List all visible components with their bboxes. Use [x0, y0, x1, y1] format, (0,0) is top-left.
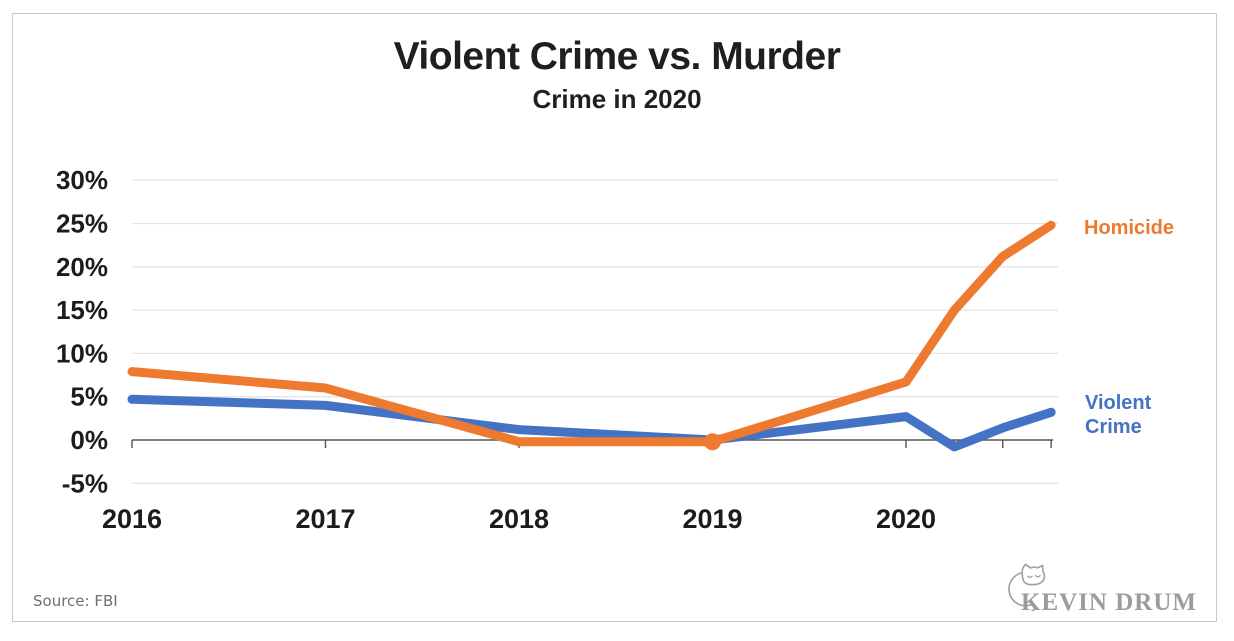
source-note: Source: FBI	[33, 592, 118, 610]
x-tick-label: 2019	[682, 504, 742, 534]
data-series	[127, 220, 1056, 452]
chart-frame	[12, 13, 1217, 622]
y-tick-label: 5%	[70, 382, 108, 412]
x-tick-label: 2016	[102, 504, 162, 534]
x-axis-labels: 2016 2017 2018 2019 2020	[102, 504, 936, 534]
gridlines	[132, 179, 1058, 484]
y-tick-label: 0%	[70, 425, 108, 455]
series-label-violent-crime: Violent Crime	[1085, 392, 1152, 438]
x-tick-label: 2018	[489, 504, 549, 534]
series-label-homicide: Homicide	[1084, 217, 1175, 239]
y-tick-label: 25%	[56, 209, 108, 239]
y-tick-label: 30%	[56, 165, 108, 195]
y-tick-label: 10%	[56, 338, 108, 368]
y-tick-label: 15%	[56, 295, 108, 325]
x-tick-label: 2020	[876, 504, 936, 534]
logo-text: KEVIN DRUM	[1021, 589, 1197, 616]
marker-dot-2019	[704, 433, 721, 451]
y-axis-labels: 30% 25% 20% 15% 10% 5% 0% -5%	[56, 165, 108, 498]
cat-icon	[1008, 563, 1046, 612]
y-tick-label: -5%	[62, 468, 108, 498]
kevin-drum-logo: KEVIN DRUM	[993, 562, 1196, 618]
line-violent-crime	[127, 394, 1056, 452]
chart-subtitle: Crime in 2020	[532, 84, 702, 114]
y-tick-label: 20%	[56, 252, 108, 282]
chart-title: Violent Crime vs. Murder	[393, 35, 841, 78]
x-tick-label: 2017	[295, 504, 355, 534]
line-homicide	[127, 220, 1056, 447]
